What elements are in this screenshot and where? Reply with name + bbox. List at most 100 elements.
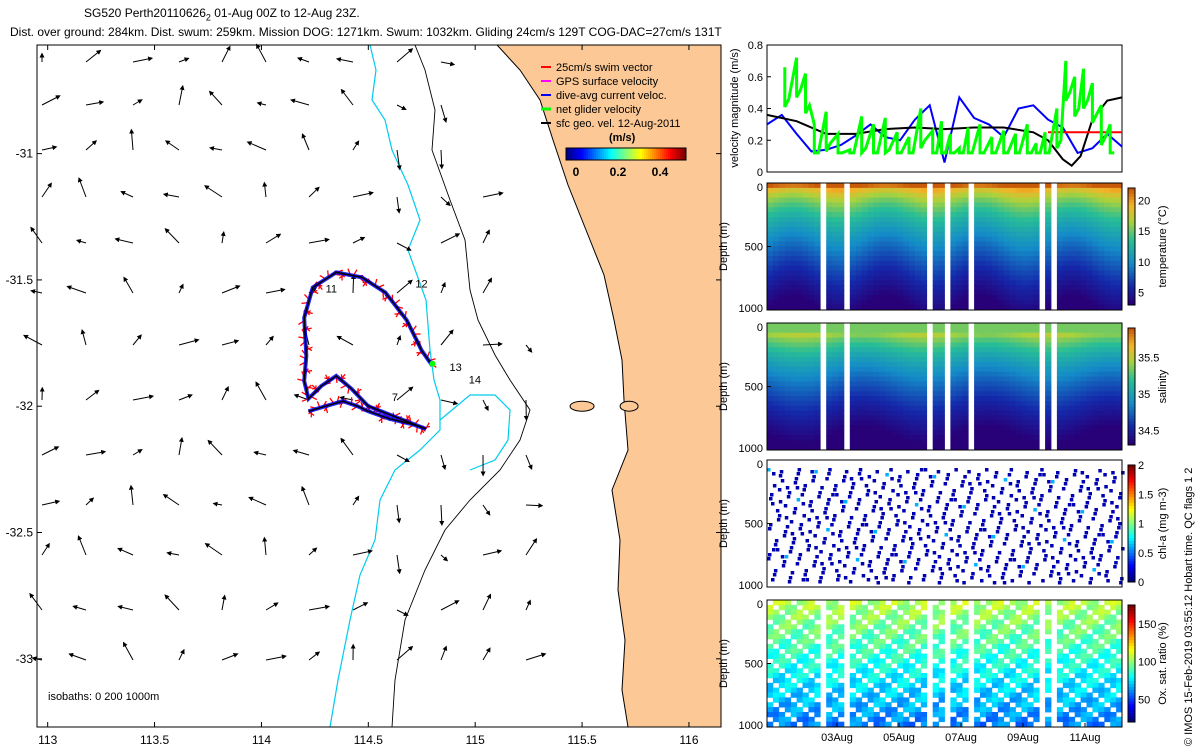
section-cell	[772, 251, 780, 257]
section-cell	[1079, 485, 1084, 489]
section-cell	[914, 435, 922, 441]
section-cell	[1092, 619, 1099, 625]
section-cell	[974, 410, 981, 416]
section-cell	[1116, 197, 1123, 203]
colorbar-tick-label: 10	[1138, 257, 1150, 269]
section-cell	[914, 400, 922, 407]
section-cell	[1116, 295, 1123, 301]
section-cell	[962, 420, 969, 426]
section-cell	[1015, 624, 1022, 630]
section-cell	[1033, 304, 1040, 310]
section-cell	[828, 468, 832, 472]
section-cell	[784, 721, 792, 727]
section-cell	[814, 682, 821, 689]
section-cell	[832, 323, 839, 329]
section-cell	[1084, 531, 1089, 535]
section-cell	[1092, 629, 1099, 635]
section-cell	[925, 549, 930, 553]
section-cell	[1092, 425, 1099, 431]
section-cell	[997, 295, 1005, 301]
section-cell	[849, 702, 857, 708]
section-cell	[997, 716, 1005, 723]
section-cell	[814, 444, 821, 450]
section-cell	[950, 600, 957, 606]
section-cell	[1003, 435, 1010, 441]
section-cell	[784, 342, 792, 348]
section-cell	[1074, 197, 1081, 203]
section-cell	[1045, 609, 1052, 615]
section-cell	[1092, 246, 1099, 252]
section-cell	[849, 332, 857, 338]
section-cell	[1034, 567, 1038, 571]
section-cell	[802, 391, 809, 397]
section-cell	[1080, 357, 1087, 363]
section-cell	[846, 551, 851, 555]
section-cell	[1068, 682, 1076, 689]
section-cell	[932, 217, 939, 223]
section-cell	[808, 357, 815, 363]
section-cell	[1045, 342, 1052, 348]
section-cell	[796, 352, 803, 358]
section-cell	[985, 241, 993, 247]
current-arrow	[128, 484, 134, 506]
section-cell	[1056, 342, 1064, 348]
section-cell	[985, 265, 993, 272]
section-cell	[831, 532, 835, 536]
section-cell	[772, 337, 780, 343]
section-cell	[772, 548, 776, 552]
section-cell	[985, 290, 993, 296]
colorbar-cell	[1128, 333, 1135, 338]
section-cell	[772, 391, 780, 397]
section-cell	[1027, 290, 1034, 296]
section-cell	[1027, 712, 1034, 718]
section-cell	[991, 673, 999, 679]
section-cell	[908, 525, 912, 529]
section-cell	[826, 361, 833, 368]
section-cell	[873, 183, 880, 189]
section-cell	[1098, 251, 1105, 257]
section-cell	[1016, 480, 1020, 484]
section-cell	[844, 470, 849, 474]
section-cell	[932, 435, 939, 441]
section-cell	[1056, 299, 1064, 306]
section-cell	[832, 444, 839, 450]
section-cell	[867, 405, 874, 412]
colorbar-cell	[1128, 217, 1135, 221]
section-cell	[796, 653, 803, 659]
section-cell	[962, 270, 969, 276]
section-cell	[968, 521, 972, 525]
section-cell	[909, 299, 916, 306]
section-cell	[873, 420, 880, 426]
section-cell	[1110, 420, 1117, 426]
section-cell	[1086, 256, 1093, 262]
current-arrow	[162, 192, 180, 198]
section-cell	[796, 207, 803, 213]
section-cell	[802, 323, 809, 329]
section-cell	[920, 386, 928, 392]
section-cell	[980, 609, 987, 615]
section-cell	[1116, 280, 1123, 286]
section-cell	[956, 304, 963, 310]
section-cell	[1062, 376, 1070, 382]
section-cell	[1015, 357, 1022, 363]
section-cell	[914, 420, 922, 426]
section-cell	[991, 614, 999, 620]
colorbar-cell	[1128, 505, 1135, 510]
section-cell	[808, 270, 815, 276]
section-cell	[897, 386, 904, 392]
section-cell	[997, 609, 1005, 615]
section-cell	[767, 337, 774, 343]
section-cell	[808, 299, 815, 306]
section-cell	[997, 256, 1005, 262]
section-cell	[1050, 544, 1054, 548]
section-cell	[955, 553, 959, 557]
section-cell	[891, 221, 898, 228]
colorbar-cell	[1128, 228, 1135, 233]
section-cell	[1033, 697, 1040, 703]
section-cell	[867, 202, 874, 208]
section-cell	[1027, 435, 1034, 441]
section-cell	[985, 342, 993, 348]
section-cell	[861, 435, 868, 441]
section-cell	[1086, 251, 1093, 257]
section-cell	[904, 491, 908, 495]
